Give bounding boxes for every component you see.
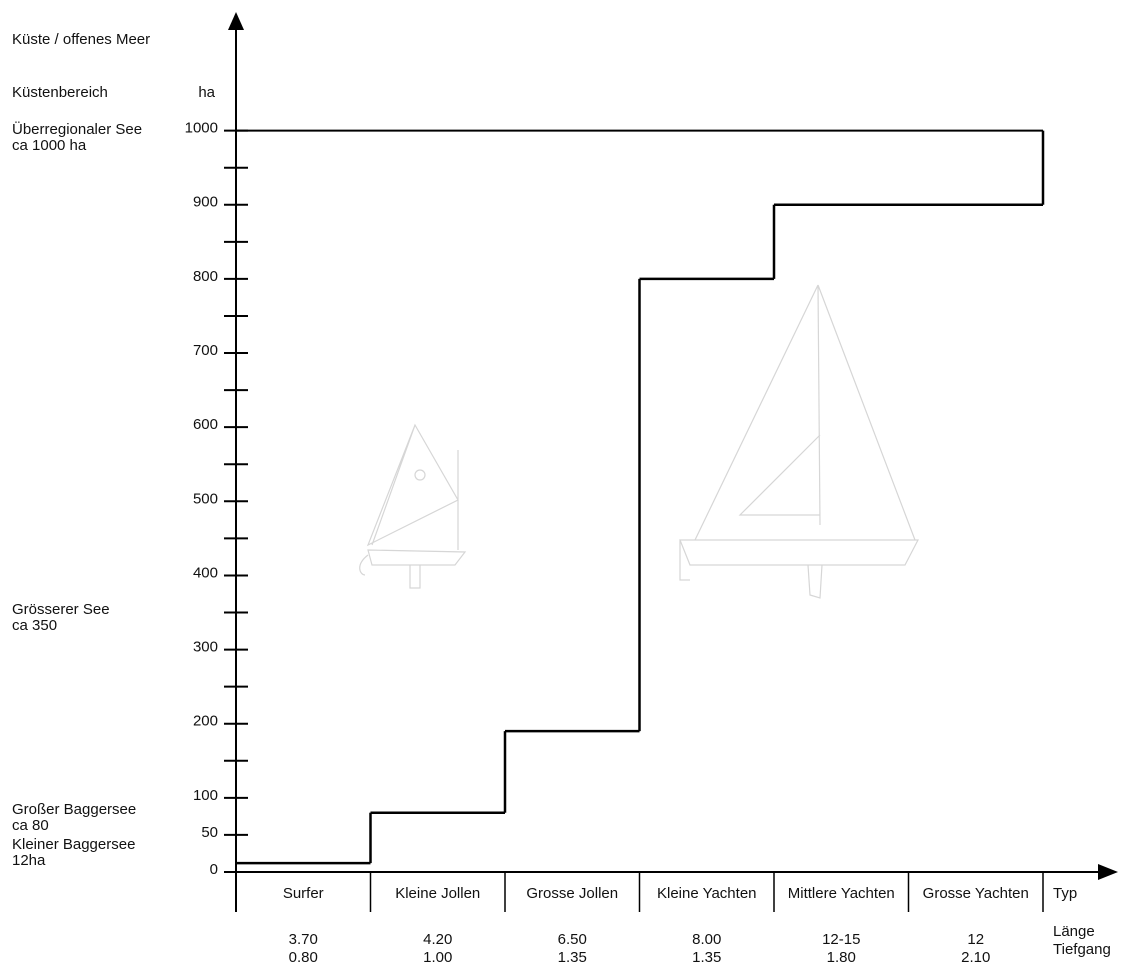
tiefgang-value: 1.35 <box>692 949 721 966</box>
annotation: ca 1000 ha <box>12 137 87 154</box>
y-axis-arrow <box>228 12 244 30</box>
tiefgang-value: 0.80 <box>289 949 318 966</box>
annotation: ca 350 <box>12 617 57 634</box>
laenge-value: 12-15 <box>822 931 860 948</box>
laenge-value: 12 <box>967 931 984 948</box>
y-tick-label: 700 <box>193 342 218 359</box>
annotation: Küstenbereich <box>12 84 108 101</box>
category-label: Grosse Yachten <box>923 885 1029 902</box>
annotation: ca 80 <box>12 817 49 834</box>
chart: 0 50 100 200 300 400 500 600 700 800 900 1000 ha Küst… <box>0 0 1126 971</box>
y-unit: ha <box>198 84 215 101</box>
laenge-value: 6.50 <box>558 931 587 948</box>
y-tick-label: 600 <box>193 416 218 433</box>
category-label: Kleine Yachten <box>657 885 757 902</box>
row-header: Tiefgang <box>1053 941 1111 958</box>
tiefgang-value: 1.00 <box>423 949 452 966</box>
category-label: Mittlere Yachten <box>788 885 895 902</box>
yacht-illustration <box>680 285 918 598</box>
y-tick-label: 500 <box>193 490 218 507</box>
annotation: Grösserer See <box>12 601 110 618</box>
annotation: Überregionaler See <box>12 120 142 138</box>
y-tick-label: 1000 <box>185 120 218 137</box>
laenge-value: 3.70 <box>289 931 318 948</box>
tiefgang-value: 1.35 <box>558 949 587 966</box>
laenge-value: 4.20 <box>423 931 452 948</box>
y-tick-label: 800 <box>193 268 218 285</box>
annotation: Großer Baggersee <box>12 801 136 818</box>
annotation: Küste / offenes Meer <box>12 31 150 48</box>
y-tick-label: 300 <box>193 639 218 656</box>
category-label: Kleine Jollen <box>395 885 480 902</box>
row-header: Typ <box>1053 885 1077 902</box>
tiefgang-value: 2.10 <box>961 949 990 966</box>
y-tick-label: 400 <box>193 564 218 581</box>
category-label: Surfer <box>283 885 324 902</box>
y-tick-label: 0 <box>210 861 218 878</box>
y-tick-label: 100 <box>193 787 218 804</box>
tiefgang-value: 1.80 <box>827 949 856 966</box>
annotation: Kleiner Baggersee <box>12 836 135 853</box>
category-label: Grosse Jollen <box>526 885 618 902</box>
annotation: 12ha <box>12 852 46 869</box>
y-tick-label: 200 <box>193 713 218 730</box>
x-axis-arrow <box>1098 864 1118 880</box>
row-header: Länge <box>1053 923 1095 940</box>
dinghy-illustration <box>360 425 465 588</box>
laenge-value: 8.00 <box>692 931 721 948</box>
y-tick-label: 900 <box>193 194 218 211</box>
y-tick-label: 50 <box>201 824 218 841</box>
